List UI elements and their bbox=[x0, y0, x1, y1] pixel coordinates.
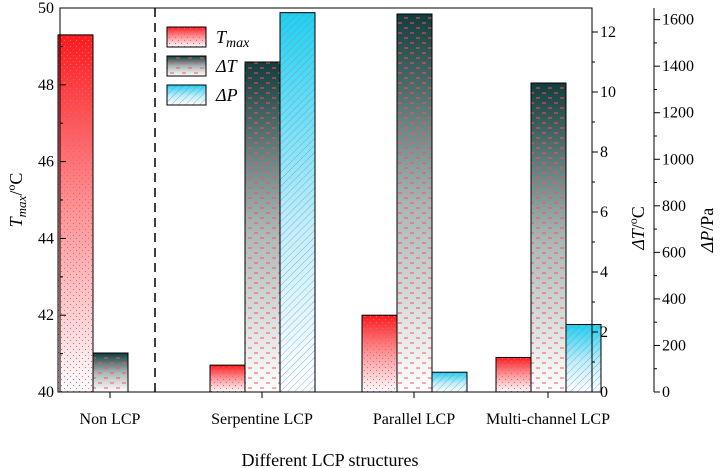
tick-label: 8 bbox=[600, 144, 608, 161]
tick-label: 1000 bbox=[662, 151, 694, 168]
bar-pattern bbox=[361, 314, 398, 393]
bar-group bbox=[279, 12, 316, 393]
tick-label: 1200 bbox=[662, 105, 694, 122]
bar-group bbox=[396, 13, 433, 393]
x-axis-title: Different LCP structures bbox=[242, 450, 419, 468]
bar-group bbox=[361, 314, 398, 393]
bar-pattern bbox=[431, 371, 468, 393]
legend-item: ΔP bbox=[166, 84, 238, 106]
tick-label: 4 bbox=[600, 264, 608, 281]
bar-pattern bbox=[209, 364, 246, 393]
tick-label: 400 bbox=[662, 291, 686, 308]
legend-item: ΔT bbox=[166, 55, 239, 77]
category-label: Non LCP bbox=[80, 411, 141, 428]
tick-label: 1600 bbox=[662, 12, 694, 29]
right2-axis-title: ΔP/Pa bbox=[697, 208, 717, 254]
right1-axis-ticks: 0 2 4 6 8 10 12 bbox=[592, 24, 616, 401]
plot-frame bbox=[59, 7, 593, 393]
legend-swatch-pattern bbox=[166, 26, 207, 48]
bars-layer bbox=[57, 12, 602, 393]
tick-label: 40 bbox=[38, 384, 54, 401]
tick-label: 50 bbox=[38, 0, 54, 17]
tick-label: 44 bbox=[38, 230, 54, 247]
legend-swatch-pattern bbox=[166, 55, 207, 77]
bar-group bbox=[495, 356, 532, 393]
right1-axis-title: ΔT/oC bbox=[626, 206, 648, 251]
bar-pattern bbox=[396, 13, 433, 393]
tick-label: 0 bbox=[600, 384, 608, 401]
legend: Tmax ΔT ΔP bbox=[166, 26, 250, 106]
bar-group bbox=[565, 324, 602, 393]
bar-pattern bbox=[495, 356, 532, 393]
tick-label: 6 bbox=[600, 204, 608, 221]
tick-label: 48 bbox=[38, 77, 54, 94]
legend-swatch-pattern bbox=[166, 84, 207, 106]
bar-group bbox=[209, 364, 246, 393]
category-label: Parallel LCP bbox=[373, 411, 455, 428]
tick-label: 600 bbox=[662, 244, 686, 261]
bar-pattern bbox=[279, 12, 316, 393]
tick-label: 1400 bbox=[662, 58, 694, 75]
bar-pattern bbox=[565, 324, 602, 393]
legend-label: ΔT bbox=[215, 56, 239, 76]
tick-label: 42 bbox=[38, 307, 54, 324]
tick-label: 46 bbox=[38, 154, 54, 171]
bar-pattern bbox=[244, 61, 281, 393]
left-axis-title: Tmax/oC bbox=[4, 173, 29, 228]
right2-axis-ticks: 0 200 400 600 800 1000 1200 1400 1600 bbox=[654, 12, 694, 401]
bar-group bbox=[244, 61, 281, 393]
tick-label: 0 bbox=[662, 384, 670, 401]
legend-label: ΔP bbox=[215, 85, 238, 105]
tick-label: 10 bbox=[600, 84, 616, 101]
category-label: Serpentine LCP bbox=[211, 411, 313, 428]
bar-group bbox=[57, 34, 94, 393]
category-label: Multi-channel LCP bbox=[486, 411, 610, 428]
tick-label: 800 bbox=[662, 198, 686, 215]
bar-pattern bbox=[530, 82, 567, 393]
left-axis-ticks: 40 42 44 46 48 50 bbox=[38, 0, 66, 401]
tick-label: 200 bbox=[662, 337, 686, 354]
bar-group bbox=[92, 352, 129, 393]
bar-group bbox=[431, 371, 468, 393]
legend-item: Tmax bbox=[166, 26, 250, 51]
legend-label: Tmax bbox=[216, 27, 250, 51]
bar-pattern bbox=[92, 352, 129, 393]
bar-pattern bbox=[57, 34, 94, 393]
tick-label: 12 bbox=[600, 24, 616, 41]
bar-group bbox=[530, 82, 567, 393]
tick-label: 2 bbox=[600, 324, 608, 341]
category-labels: Non LCP Serpentine LCP Parallel LCP Multi-c… bbox=[80, 392, 610, 428]
